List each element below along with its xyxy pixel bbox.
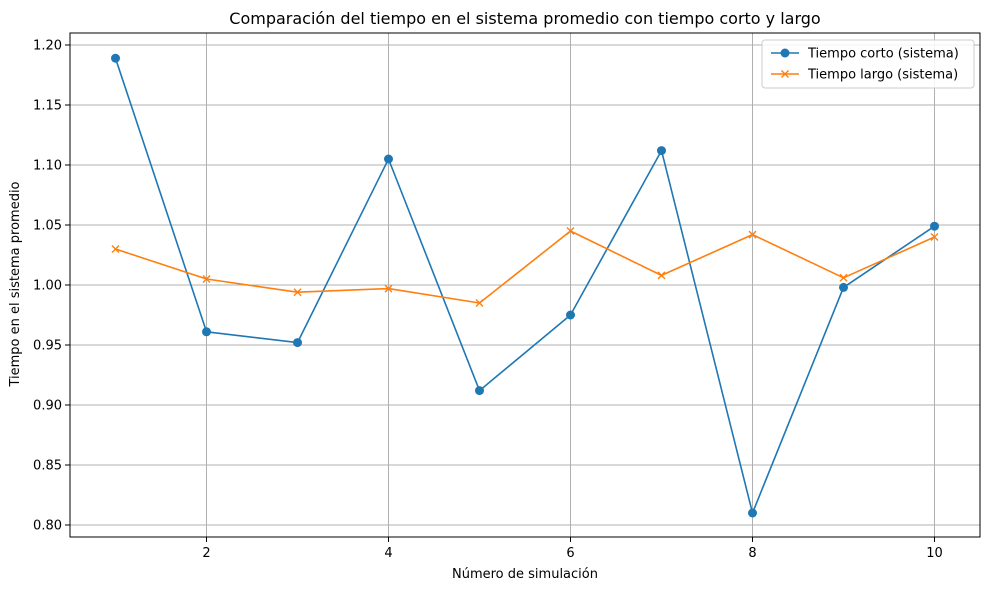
data-point: [202, 275, 211, 283]
legend-label: Tiempo largo (sistema): [807, 68, 958, 83]
legend-item: Tiempo corto (sistema): [771, 47, 959, 62]
y-tick-label: 1.20: [33, 39, 62, 54]
data-point: [202, 327, 211, 337]
data-point: [930, 233, 939, 241]
data-point: [293, 288, 302, 297]
legend-marker: [781, 70, 789, 78]
x-tick-label: 10: [926, 546, 943, 561]
data-point: [748, 508, 757, 518]
x-tick-label: 8: [748, 546, 756, 561]
series-1: [111, 53, 939, 518]
data-point: [384, 154, 393, 164]
data-point: [475, 299, 484, 307]
y-tick-label: 1.15: [33, 99, 62, 114]
data-point: [657, 271, 666, 280]
data-point: [839, 282, 848, 292]
data-point: [657, 146, 666, 156]
y-tick-label: 0.90: [33, 399, 62, 414]
legend-item: Tiempo largo (sistema): [771, 68, 958, 83]
x-tick-label: 6: [566, 546, 574, 561]
data-point: [566, 227, 575, 235]
series-layer: [111, 53, 939, 518]
y-tick-label: 0.80: [33, 519, 62, 534]
series-line: [115, 230, 935, 304]
data-point: [930, 221, 939, 231]
data-point: [293, 338, 302, 348]
data-point: [111, 245, 120, 253]
legend: Tiempo corto (sistema) Tiempo largo (sist…: [761, 39, 975, 89]
series-line: [114, 57, 935, 514]
y-axis-label: Tiempo en el sistema promedio: [8, 181, 23, 387]
y-tick-label: 1.10: [33, 159, 62, 174]
legend-marker: [780, 48, 790, 58]
legend-box: [761, 39, 975, 89]
x-tick-label: 4: [384, 546, 392, 561]
x-axis-label: Número de simulación: [452, 567, 598, 582]
data-point: [748, 230, 757, 239]
data-point: [111, 53, 120, 63]
x-axis: 2 4 6 8 10: [202, 537, 943, 561]
legend-label: Tiempo corto (sistema): [807, 47, 959, 62]
data-point: [475, 386, 484, 396]
chart-title: Comparación del tiempo en el sistema pro…: [229, 9, 820, 28]
y-tick-label: 0.95: [33, 339, 62, 354]
data-point: [839, 273, 848, 282]
data-point: [566, 310, 575, 320]
data-point: [384, 284, 393, 293]
series-2: [111, 227, 939, 307]
y-axis: 0.80 0.85 0.90 0.95 1.00 1.05 1.10 1.15 1.20: [33, 39, 70, 534]
y-tick-label: 1.00: [33, 279, 62, 294]
y-tick-label: 0.85: [33, 459, 62, 474]
y-tick-label: 1.05: [33, 219, 62, 234]
x-tick-label: 2: [202, 546, 210, 561]
